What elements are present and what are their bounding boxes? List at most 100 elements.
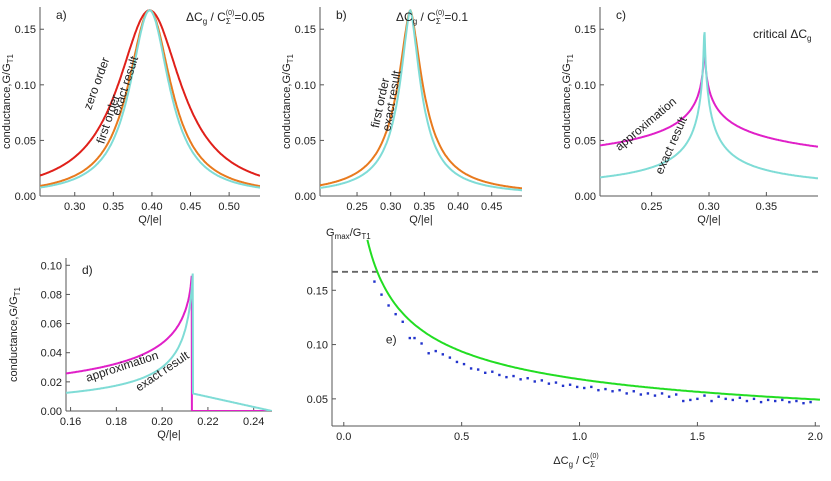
data-point [738,396,742,399]
data-point [547,382,551,385]
data-point [413,336,416,340]
x-tick-label: 0.35 [756,201,777,213]
x-tick-label: 0.45 [180,201,201,213]
annotation-slash: / C [207,10,226,24]
data-point [731,398,734,402]
data-point [639,393,643,396]
series-line-approximation [66,275,272,411]
data-point [476,368,480,371]
x-tick-label: 0.35 [414,201,435,213]
x-axis-label: Q/|e| [697,214,720,226]
panel-annotation: ΔCg / CΣ(0)=0.1 [396,10,468,26]
data-point [689,398,692,402]
annotation-sub-g: g [413,17,417,26]
annotation-sub-sigma: Σ [226,17,231,26]
ylabel-main: conductance,G/G [561,63,573,149]
ylabel-sub: T1 [6,53,15,63]
data-point [380,293,383,296]
panel-label: e) [386,332,397,346]
x-tick-label: 0.5 [454,431,469,443]
x-tick-label: 0.18 [106,416,127,428]
panel-label: b) [336,8,347,22]
annotation-delta: ΔC [186,10,203,24]
data-point [575,385,579,389]
x-tick-label: 0.35 [103,201,124,213]
data-point [781,398,784,402]
data-point [561,384,565,388]
data-point [455,360,459,364]
xlabel-slash: / C [573,455,590,467]
x-tick-label: 0.30 [64,201,85,213]
data-point [788,400,791,404]
ylabel-main: conductance,G/G [8,296,20,382]
panel-e: 0.0 0.5 1.0 1.5 2.0 0.05 0.10 0.15 e) ΔCg / CΣ(0)… [307,227,823,469]
data-point [448,356,452,359]
y-axis-label: Gmax/GT1 [326,227,371,241]
ylabel-slash: /G [350,227,362,239]
panel-label: a) [56,8,67,22]
y-tick-label: 0.00 [15,191,36,203]
data-point [674,393,678,396]
y-tick-label: 0.00 [575,191,596,203]
data-point [752,397,756,401]
data-point [427,352,430,355]
y-tick-label: 0.15 [575,24,596,36]
curve-label: exact result [109,54,141,117]
x-tick-label: 0.40 [447,201,468,213]
panel-d: 0.16 0.18 0.20 0.22 0.24 0.00 0.02 0.04 0.06 0.08… [8,258,272,441]
data-point [682,399,685,403]
x-tick-label: 0.20 [151,416,172,428]
y-axis-label: conductance,G/GT1 [281,53,295,148]
data-point [434,349,437,353]
series-line-exact [600,32,818,180]
annotation-sub: g [807,34,811,43]
x-tick-label: 0.25 [641,201,662,213]
y-tick-label: 0.10 [15,80,36,92]
data-point [554,381,558,384]
x-tick-label: 1.5 [690,431,705,443]
data-point [583,386,586,390]
ylabel-sub: T1 [13,286,22,296]
annotation-text: critical ΔC [753,27,807,41]
annotation-slash: / C [417,10,436,24]
x-tick-label: 0.24 [243,416,264,428]
ylabel-g: G [326,227,335,239]
data-point [462,362,466,366]
annotation-sup: (0) [436,10,445,17]
data-point [766,398,770,402]
x-axis-label: Q/|e| [409,214,432,226]
series-line-zero-order [40,9,260,177]
y-tick-label: 0.15 [295,24,316,36]
x-tick-label: 0.16 [60,416,81,428]
x-axis-label: Q/|e| [138,214,161,226]
x-tick-label: 2.0 [808,431,823,443]
data-point [498,373,501,377]
y-tick-label: 0.02 [41,377,62,389]
annotation-delta: ΔC [396,10,413,24]
data-point [724,397,727,401]
data-point [420,342,423,345]
y-tick-label: 0.00 [41,406,62,418]
data-point [540,379,544,382]
x-axis-label: ΔCg / CΣ(0) [553,453,598,469]
x-tick-label: 0.22 [197,416,218,428]
data-point [373,280,376,283]
data-point [703,394,706,397]
y-tick-label: 0.05 [307,394,328,406]
xlabel-sup: (0) [590,453,599,460]
panel-annotation: critical ΔCg [753,27,811,43]
ylabel-main: conductance,G/G [281,63,293,149]
annotation-value: =0.1 [444,10,468,24]
annotation-sub-g: g [203,17,207,26]
data-point [533,380,536,383]
series-line-exact [40,9,260,189]
series-line-first-order [320,8,522,190]
ylabel-sub: T1 [566,53,575,63]
y-axis-label: conductance,G/GT1 [561,53,575,148]
y-tick-label: 0.00 [295,191,316,203]
data-point [526,377,529,380]
ylabel-sub-t1: T1 [361,232,371,241]
y-tick-label: 0.10 [307,340,328,352]
x-tick-label: 1.0 [572,431,587,443]
